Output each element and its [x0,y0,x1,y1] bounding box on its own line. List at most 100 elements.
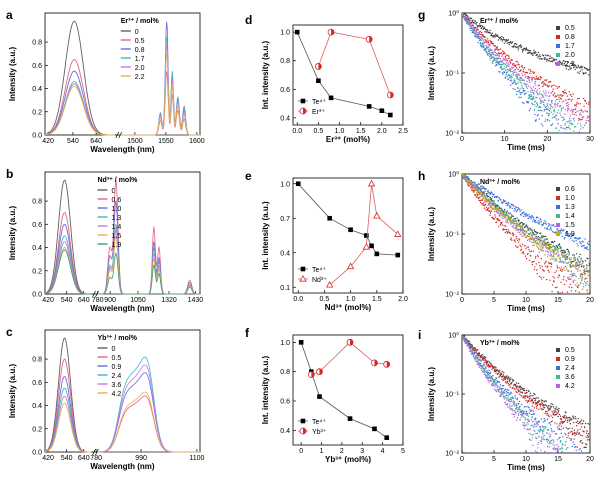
decay-point [510,70,512,73]
decay-point [551,458,552,459]
decay-point [486,371,489,373]
decay-point [493,201,495,204]
decay-point [510,78,512,80]
decay-point [563,416,566,418]
decay-point [461,333,462,334]
decay-point [520,69,522,71]
decay-point [561,138,562,139]
decay-point [529,50,532,52]
decay-point [501,370,504,373]
decay-point [547,241,550,243]
decay-point [530,250,533,252]
decay-point [546,458,547,459]
decay-point [531,77,534,79]
decay-point [464,338,466,340]
decay-point [556,134,557,135]
decay-point [545,221,547,223]
decay-point [519,81,522,83]
legend-label: 0 [112,346,116,353]
decay-point [491,368,493,371]
legend-swatch [556,357,560,361]
decay-point [532,232,535,234]
decay-point [536,102,538,104]
decay-point [573,66,575,69]
decay-point [482,40,484,42]
decay-point [470,29,472,31]
decay-point [583,266,585,268]
y-tick-label: 0.8 [32,40,42,47]
decay-point [467,15,469,17]
legend-label: 1.0 [565,195,575,202]
decay-point [552,251,554,253]
decay-point [551,290,553,293]
decay-point [562,458,563,459]
decay-point [498,390,500,392]
decay-point [507,399,509,401]
decay-point [505,54,507,56]
decay-point [469,348,472,350]
decay-point [499,369,501,371]
decay-point [561,101,564,103]
decay-point [577,263,579,265]
decay-point [523,71,525,73]
decay-point [516,404,518,407]
decay-point [563,60,565,62]
decay-point [560,232,562,234]
decay-point [554,286,557,289]
decay-point [490,375,493,378]
decay-point [546,411,548,413]
decay-point [481,369,483,371]
decay-point [527,233,530,236]
decay-point [540,449,542,451]
y-tick-label: 0.6 [32,63,42,70]
decay-point [512,232,514,234]
decay-point [486,30,488,32]
decay-point [570,290,572,292]
decay-point [563,127,566,130]
decay-point [536,269,538,271]
decay-point [574,432,576,435]
decay-point [520,79,522,82]
legend-title: Nd³⁺ / mol% [98,177,139,184]
decay-point [514,401,516,403]
decay-point [470,23,472,25]
decay-point [547,409,549,412]
decay-point [524,245,526,247]
decay-point [536,89,538,91]
decay-point [515,220,517,222]
decay-point [564,138,565,139]
decay-point [514,80,516,82]
decay-point [538,223,540,225]
decay-point [486,41,488,43]
decay-point [550,429,553,432]
spectrum-line-nir [120,71,200,136]
decay-point [510,377,512,379]
decay-point [483,188,486,190]
decay-point [536,115,538,117]
decay-point [586,434,589,437]
x-tick-label: 1600 [189,138,205,145]
decay-point [528,259,531,261]
decay-point [492,208,494,211]
decay-point [553,92,556,94]
decay-point [559,229,562,232]
decay-point [513,223,515,225]
decay-point [485,31,487,33]
decay-point [518,70,520,73]
decay-point [517,81,520,83]
decay-point [478,192,480,194]
legend-label: 2.0 [135,65,145,72]
decay-point [539,54,541,56]
x-tick-label: 0 [299,448,303,455]
decay-point [576,262,578,264]
decay-point [467,23,469,25]
decay-point [556,426,559,428]
decay-point [547,225,549,227]
decay-point [484,196,487,199]
y-tick-label: 10⁻² [445,292,459,299]
y-tick-label: 0.4 [280,428,290,435]
decay-point [547,91,550,94]
decay-point [522,91,524,93]
decay-point [543,110,545,112]
legend-label: 2.4 [565,365,575,372]
